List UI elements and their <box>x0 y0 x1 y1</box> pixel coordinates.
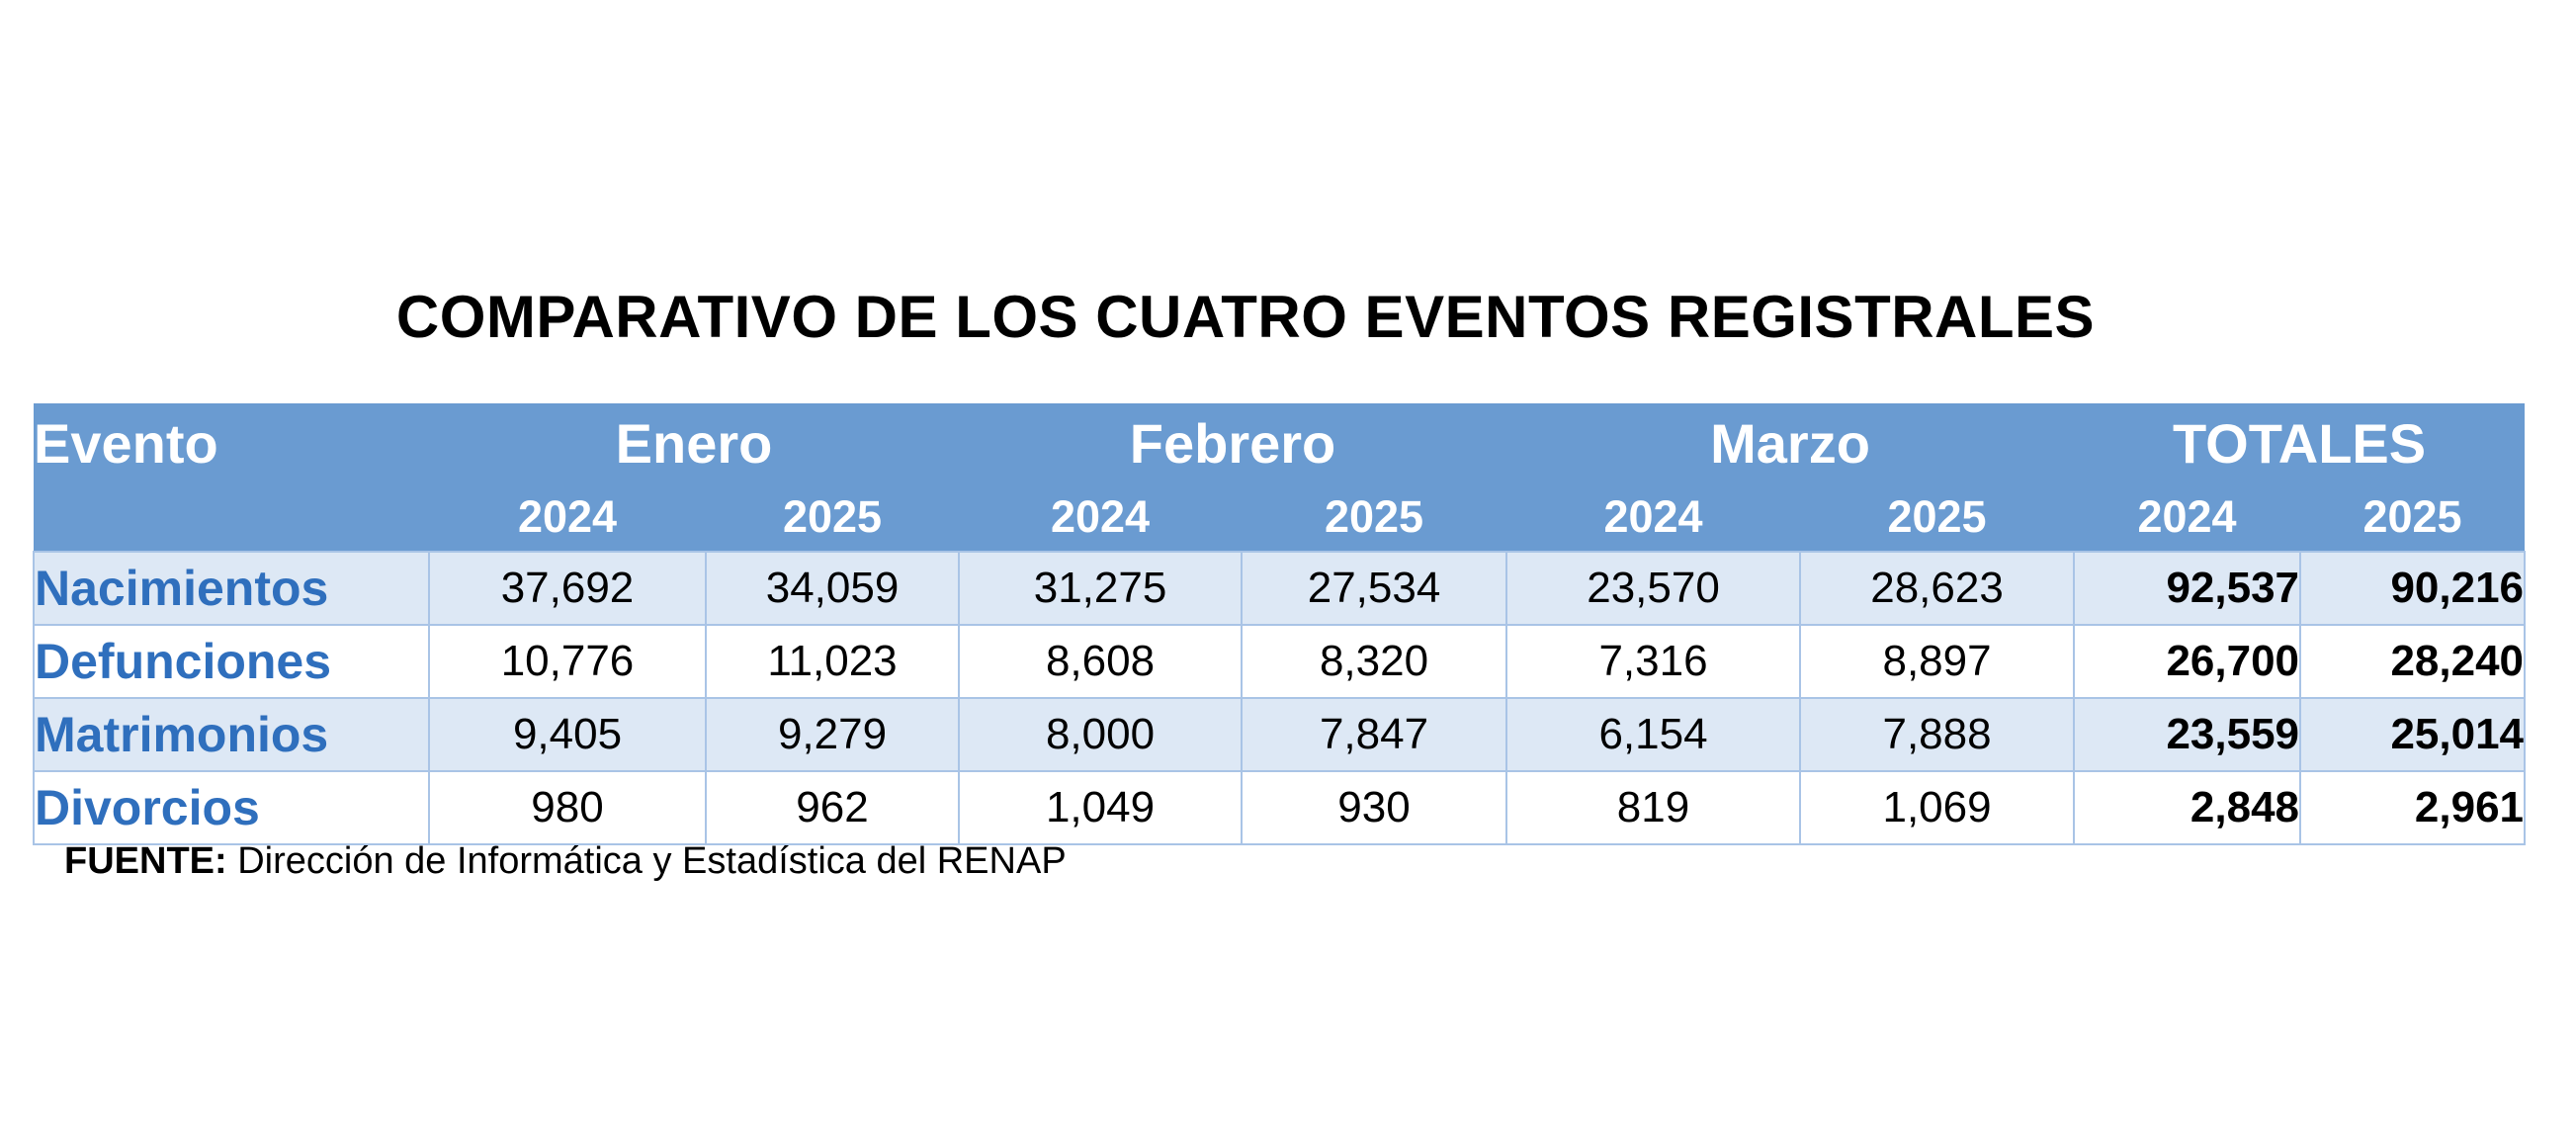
year-header-spacer <box>34 482 429 552</box>
statistics-table: Evento Enero Febrero Marzo TOTALES 2024 … <box>33 403 2527 845</box>
table-cell: 930 <box>1241 770 1508 845</box>
year-header: 2024 <box>2074 482 2301 552</box>
year-header: 2025 <box>1242 482 1507 552</box>
year-header: 2025 <box>706 482 960 552</box>
table-cell: 8,000 <box>958 697 1244 772</box>
table-cell: 8,608 <box>958 624 1244 699</box>
total-cell: 92,537 <box>2073 551 2302 626</box>
group-header-marzo: Marzo <box>1506 403 2075 482</box>
page-title: COMPARATIVO DE LOS CUATRO EVENTOS REGIST… <box>395 284 2096 350</box>
source-label: FUENTE: <box>64 840 227 882</box>
table-cell: 31,275 <box>958 551 1244 626</box>
total-cell: 23,559 <box>2073 697 2302 772</box>
table-cell: 1,069 <box>1799 770 2076 845</box>
total-cell: 90,216 <box>2299 551 2527 626</box>
group-header-enero: Enero <box>429 403 960 482</box>
header-row-months: Evento Enero Febrero Marzo TOTALES <box>34 403 2526 482</box>
table-cell: 11,023 <box>704 624 961 699</box>
table-cell: 28,623 <box>1799 551 2076 626</box>
year-header: 2025 <box>1800 482 2075 552</box>
total-cell: 25,014 <box>2299 697 2527 772</box>
table-row-nacimientos: Nacimientos 37,692 34,059 31,275 27,534 … <box>33 551 2527 626</box>
year-header: 2024 <box>959 482 1243 552</box>
table-cell: 962 <box>704 770 961 845</box>
source-text: Dirección de Informática y Estadística d… <box>226 840 1067 882</box>
table-cell: 9,279 <box>704 697 961 772</box>
table-cell: 6,154 <box>1505 697 1802 772</box>
event-name: Defunciones <box>33 624 430 699</box>
event-name: Nacimientos <box>33 551 430 626</box>
event-name: Matrimonios <box>33 697 430 772</box>
group-header-febrero: Febrero <box>959 403 1507 482</box>
year-header: 2024 <box>1506 482 1801 552</box>
total-cell: 2,848 <box>2073 770 2302 845</box>
table-cell: 980 <box>428 770 707 845</box>
event-name: Divorcios <box>33 770 430 845</box>
total-cell: 28,240 <box>2299 624 2527 699</box>
table-cell: 9,405 <box>428 697 707 772</box>
evento-column-header: Evento <box>34 403 429 482</box>
table-cell: 7,316 <box>1505 624 1802 699</box>
table-cell: 8,897 <box>1799 624 2076 699</box>
header-row-years: 2024 2025 2024 2025 2024 2025 2024 2025 <box>34 482 2526 552</box>
table-cell: 34,059 <box>704 551 961 626</box>
table-row-defunciones: Defunciones 10,776 11,023 8,608 8,320 7,… <box>33 624 2527 699</box>
table-cell: 1,049 <box>958 770 1244 845</box>
source-note: FUENTE: Dirección de Informática y Estad… <box>64 840 1067 883</box>
year-header: 2025 <box>2300 482 2526 552</box>
table-cell: 7,888 <box>1799 697 2076 772</box>
table-cell: 10,776 <box>428 624 707 699</box>
table-cell: 37,692 <box>428 551 707 626</box>
table-cell: 8,320 <box>1241 624 1508 699</box>
group-header-totales: TOTALES <box>2074 403 2526 482</box>
table-row-divorcios: Divorcios 980 962 1,049 930 819 1,069 2,… <box>33 770 2527 845</box>
table-cell: 819 <box>1505 770 1802 845</box>
total-cell: 2,961 <box>2299 770 2527 845</box>
year-header: 2024 <box>429 482 706 552</box>
table-cell: 27,534 <box>1241 551 1508 626</box>
table-cell: 23,570 <box>1505 551 1802 626</box>
total-cell: 26,700 <box>2073 624 2302 699</box>
table-row-matrimonios: Matrimonios 9,405 9,279 8,000 7,847 6,15… <box>33 697 2527 772</box>
table-cell: 7,847 <box>1241 697 1508 772</box>
